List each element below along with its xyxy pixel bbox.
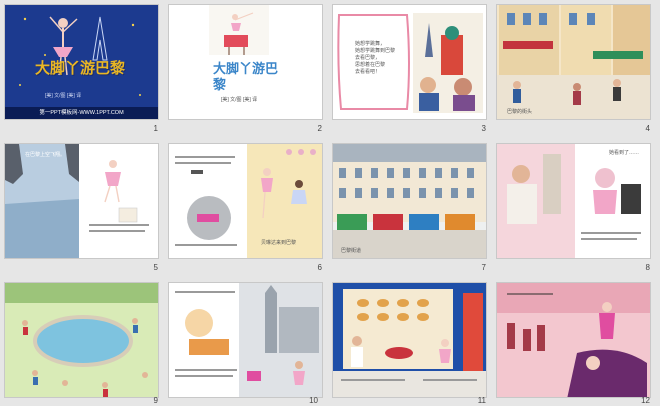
slide-6-illustration (169, 144, 322, 258)
text-line (175, 244, 237, 246)
text-line (341, 379, 405, 381)
text-line (175, 156, 235, 158)
title-page-illustration (209, 5, 269, 55)
slide-number-2: 2 (317, 124, 322, 133)
slide-6-caption: 贝琳达来到巴黎 (261, 240, 297, 246)
slide-12-illustration (497, 283, 650, 397)
slide-7-illustration (333, 144, 486, 258)
cover-credits: [美] 文/图 [美] 译 (45, 93, 82, 99)
slide-thumbnail-12[interactable] (496, 282, 651, 398)
slide-number-12: 12 (641, 396, 650, 405)
text-line (581, 232, 641, 234)
cover-illustration (5, 5, 158, 119)
title-page-heading: 大脚丫游巴黎 (213, 61, 279, 92)
text-line (89, 224, 149, 226)
title-page-credits: [美] 文/图 [美] 译 (221, 97, 258, 103)
slide-4-illustration (497, 5, 650, 119)
text-line (507, 293, 553, 295)
slide-number-10: 10 (309, 396, 318, 405)
slide-3-illustration (337, 13, 483, 113)
slide-3-text-4: 思想着在巴黎 (355, 62, 386, 68)
slide-thumbnail-7[interactable]: 巴黎街道 (332, 143, 487, 259)
slide-11-illustration (333, 283, 486, 397)
text-line (175, 162, 231, 164)
text-line (175, 291, 235, 293)
slide-number-11: 11 (477, 396, 486, 405)
slide-number-8: 8 (645, 263, 650, 272)
slide-thumbnail-3[interactable]: 她想学跳舞， 她想学跳舞到巴黎 去看巴黎， 思想着在巴黎 去看看吧！ (332, 4, 487, 120)
slide-thumbnail-1[interactable]: 大脚丫游巴黎 [美] 文/图 [美] 译 第一PPT模板网-WWW.1PPT.C… (4, 4, 159, 120)
text-line (423, 379, 477, 381)
slide-thumbnail-5[interactable]: 在巴黎上空飞翔。 (4, 143, 159, 259)
slide-5-caption: 在巴黎上空飞翔。 (25, 152, 66, 158)
slide-number-5: 5 (153, 263, 158, 272)
slide-thumbnail-8[interactable]: 她看到了…… (496, 143, 651, 259)
slide-thumbnail-6[interactable]: 贝琳达来到巴黎 (168, 143, 323, 259)
cover-footer-banner: 第一PPT模板网-WWW.1PPT.COM (5, 107, 158, 119)
slide-number-9: 9 (153, 396, 158, 405)
slide-thumbnail-4[interactable]: 巴黎的街头 (496, 4, 651, 120)
slide-9-illustration (5, 283, 158, 397)
slide-number-7: 7 (481, 263, 486, 272)
slide-number-4: 4 (645, 124, 650, 133)
slide-8-illustration (497, 144, 650, 258)
slide-8-caption: 她看到了…… (609, 150, 640, 156)
slide-number-1: 1 (153, 124, 158, 133)
slide-number-6: 6 (317, 263, 322, 272)
slide-3-text-2: 她想学跳舞到巴黎 (355, 48, 396, 54)
slide-10-illustration (185, 283, 322, 397)
text-line (175, 375, 233, 377)
text-line (175, 369, 237, 371)
slide-3-text-1: 她想学跳舞， (355, 41, 386, 47)
slide-thumbnail-9[interactable] (4, 282, 159, 398)
slide-number-3: 3 (481, 124, 486, 133)
slide-thumbnail-2[interactable]: 大脚丫游巴黎 [美] 文/图 [美] 译 (168, 4, 323, 120)
slide-3-text-5: 去看看吧！ (355, 69, 381, 75)
slide-4-caption: 巴黎的街头 (507, 109, 533, 115)
slide-7-caption: 巴黎街道 (341, 248, 362, 254)
slide-thumbnail-11[interactable] (332, 282, 487, 398)
text-line (89, 230, 145, 232)
text-line (581, 238, 637, 240)
cover-title: 大脚丫游巴黎 (35, 60, 126, 77)
slide-5-illustration (5, 144, 138, 258)
slide-thumbnail-10[interactable] (168, 282, 323, 398)
slide-3-text-3: 去看巴黎， (355, 55, 381, 61)
